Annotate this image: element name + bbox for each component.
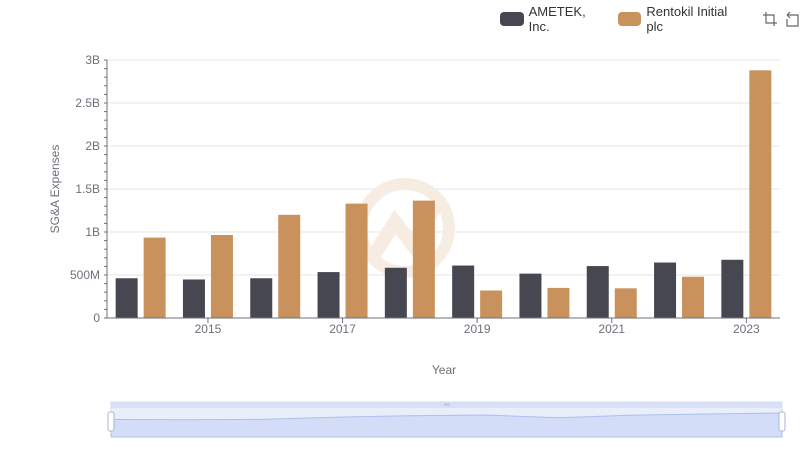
x-tick-label: 2021 <box>598 322 625 336</box>
y-tick-label: 0 <box>93 311 100 325</box>
bar-rentokil[interactable] <box>614 288 637 318</box>
data-zoom-slider[interactable] <box>107 401 786 438</box>
y-tick-label: 1.5B <box>75 182 100 196</box>
bar-ametek[interactable] <box>182 279 205 318</box>
x-axis: 2015 2017 2019 2021 2023 <box>107 317 780 336</box>
legend-swatch-rentokil <box>617 12 642 26</box>
y-axis-label: SG&A Expenses <box>48 145 62 234</box>
bar-rentokil[interactable] <box>547 287 570 318</box>
bar-rentokil[interactable] <box>682 276 705 318</box>
bar-rentokil[interactable] <box>143 237 166 318</box>
bar-ametek[interactable] <box>250 278 273 318</box>
legend-label-rentokil: Rentokil Initial plc <box>646 4 728 34</box>
bar-ametek[interactable] <box>519 273 542 318</box>
bar-ametek[interactable] <box>115 278 138 318</box>
x-tick-label: 2019 <box>464 322 491 336</box>
bar-rentokil[interactable] <box>278 214 301 318</box>
legend-swatch-ametek <box>500 12 524 26</box>
y-axis: 0 500M 1B 1.5B 2B 2.5B 3B <box>70 53 108 325</box>
bar-ametek[interactable] <box>586 266 609 318</box>
x-tick-label: 2015 <box>195 322 222 336</box>
data-zoom-handle-right[interactable] <box>778 411 786 432</box>
y-tick-label: 3B <box>85 53 100 67</box>
bar-rentokil[interactable] <box>210 235 233 318</box>
bar-rentokil[interactable] <box>749 70 772 318</box>
y-tick-label: 500M <box>70 268 100 282</box>
legend: AMETEK, Inc. Rentokil Initial plc <box>500 4 800 34</box>
y-tick-label: 2B <box>85 139 100 153</box>
bar-ametek[interactable] <box>317 272 340 318</box>
x-tick-label: 2023 <box>733 322 760 336</box>
bar-rentokil[interactable] <box>480 290 503 318</box>
bar-rentokil[interactable] <box>345 203 368 318</box>
legend-item-rentokil[interactable]: Rentokil Initial plc <box>617 4 742 34</box>
x-tick-label: 2017 <box>329 322 356 336</box>
data-zoom-grip[interactable] <box>444 403 450 406</box>
toolbox <box>756 11 800 27</box>
y-tick-label: 1B <box>85 225 100 239</box>
legend-item-ametek[interactable]: AMETEK, Inc. <box>500 4 606 34</box>
bar-ametek[interactable] <box>384 267 407 318</box>
x-axis-label: Year <box>432 363 456 377</box>
zoom-icon[interactable] <box>762 11 778 27</box>
data-zoom-handle-left[interactable] <box>107 411 115 432</box>
bar-ametek[interactable] <box>721 259 744 318</box>
bar-ametek[interactable] <box>452 265 475 318</box>
y-tick-label: 2.5B <box>75 96 100 110</box>
bar-rentokil[interactable] <box>412 200 435 318</box>
bars <box>115 70 772 318</box>
legend-label-ametek: AMETEK, Inc. <box>528 4 586 34</box>
bar-ametek[interactable] <box>654 262 677 318</box>
watermark-logo <box>355 178 455 278</box>
restore-icon[interactable] <box>784 11 800 27</box>
